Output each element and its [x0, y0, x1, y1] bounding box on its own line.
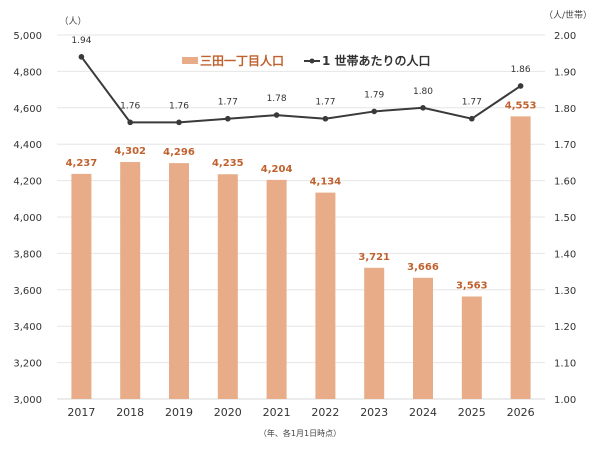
- line-data-label: 1.78: [267, 94, 287, 104]
- bar-data-label: 4,553: [505, 100, 537, 111]
- left-tick-label: 3,800: [13, 249, 42, 260]
- left-tick-label: 4,200: [13, 177, 42, 188]
- left-tick-label: 3,400: [13, 322, 42, 333]
- line-point-2021: [273, 112, 280, 118]
- right-tick-label: 1.90: [554, 67, 576, 78]
- left-tick-label: 4,600: [13, 104, 42, 115]
- line-point-2023: [371, 108, 378, 115]
- line-data-label: 1.79: [364, 90, 384, 100]
- left-axis-unit: （人）: [59, 16, 86, 27]
- bar-data-label: 4,235: [212, 158, 244, 169]
- line-point-2025: [469, 115, 475, 122]
- x-tick-label: 2024: [409, 406, 437, 419]
- line-data-label: 1.77: [218, 98, 238, 108]
- household-size-line: [80, 56, 522, 124]
- right-tick-label: 1.70: [554, 140, 576, 151]
- left-tick-label: 3,000: [13, 395, 42, 406]
- x-tick-label: 2020: [214, 406, 242, 419]
- x-tick-label: 2022: [311, 406, 339, 419]
- line-point-2024: [420, 105, 426, 111]
- bar-data-label: 3,721: [358, 252, 390, 263]
- line-point-2018: [127, 119, 133, 126]
- x-tick-label: 2023: [360, 406, 388, 419]
- line-point-2019: [176, 119, 182, 126]
- left-tick-label: 3,600: [13, 286, 42, 297]
- legend: 三田一丁目人口 1 世帯あたりの人口: [182, 53, 431, 68]
- bar-2022: [315, 192, 336, 399]
- line-data-label: 1.94: [71, 36, 91, 46]
- right-tick-label: 1.80: [554, 104, 576, 115]
- bar-data-label: 4,302: [114, 146, 146, 157]
- line-data-label: 1.76: [120, 101, 140, 111]
- line-point-2020: [225, 115, 231, 122]
- legend-bar-swatch: [182, 57, 198, 64]
- bar-2025: [461, 296, 482, 399]
- bar-2021: [266, 179, 287, 399]
- right-tick-label: 1.10: [554, 359, 576, 370]
- bar-2019: [169, 163, 189, 399]
- line-point-2017: [78, 54, 85, 60]
- left-tick-label: 3,200: [13, 359, 42, 370]
- line-data-label: 1.80: [413, 87, 433, 97]
- line-data-label: 1.76: [169, 101, 189, 111]
- bar-2023: [364, 267, 385, 399]
- line-data-label: 1.86: [511, 65, 531, 75]
- right-tick-label: 1.20: [554, 322, 576, 333]
- bar-2018: [120, 162, 141, 399]
- x-tick-label: 2025: [458, 406, 486, 419]
- left-tick-label: 4,800: [13, 67, 42, 78]
- bar-data-label: 4,134: [310, 177, 342, 188]
- bar-data-label: 3,666: [407, 262, 439, 273]
- bar-data-label: 4,296: [163, 147, 195, 158]
- line-point-2022: [322, 115, 329, 122]
- bar-2024: [413, 277, 433, 399]
- right-axis-unit: （人/世帯）: [544, 9, 592, 21]
- line-data-label: 1.77: [315, 98, 335, 108]
- x-tick-label: 2017: [67, 406, 95, 419]
- right-tick-label: 2.00: [554, 31, 576, 42]
- right-tick-label: 1.30: [554, 286, 576, 297]
- bar-2026: [510, 116, 531, 399]
- x-tick-label: 2018: [116, 406, 144, 419]
- x-tick-label: 2021: [263, 406, 291, 419]
- right-tick-label: 1.60: [554, 177, 576, 188]
- x-tick-label: 2019: [165, 406, 193, 419]
- legend-bar-label: 三田一丁目人口: [200, 53, 284, 68]
- bar-data-label: 4,237: [66, 158, 98, 169]
- right-tick-label: 1.00: [554, 395, 576, 406]
- bar-data-label: 4,204: [261, 164, 293, 175]
- line-data-label: 1.77: [462, 98, 482, 108]
- left-tick-label: 4,000: [13, 213, 42, 224]
- bar-data-label: 3,563: [456, 281, 488, 292]
- bar-2020: [217, 174, 238, 399]
- legend-line-label: 1 世帯あたりの人口: [322, 53, 431, 68]
- x-tick-label: 2026: [507, 406, 535, 419]
- x-axis-label: （年、各1月1日時点）: [259, 428, 341, 438]
- right-tick-label: 1.40: [554, 249, 576, 260]
- right-tick-label: 1.50: [554, 213, 576, 224]
- line-point-2026: [517, 83, 524, 89]
- bar-2017: [71, 173, 92, 399]
- left-tick-label: 4,400: [13, 140, 42, 151]
- legend-line-marker: [309, 58, 315, 64]
- left-tick-label: 5,000: [13, 31, 42, 42]
